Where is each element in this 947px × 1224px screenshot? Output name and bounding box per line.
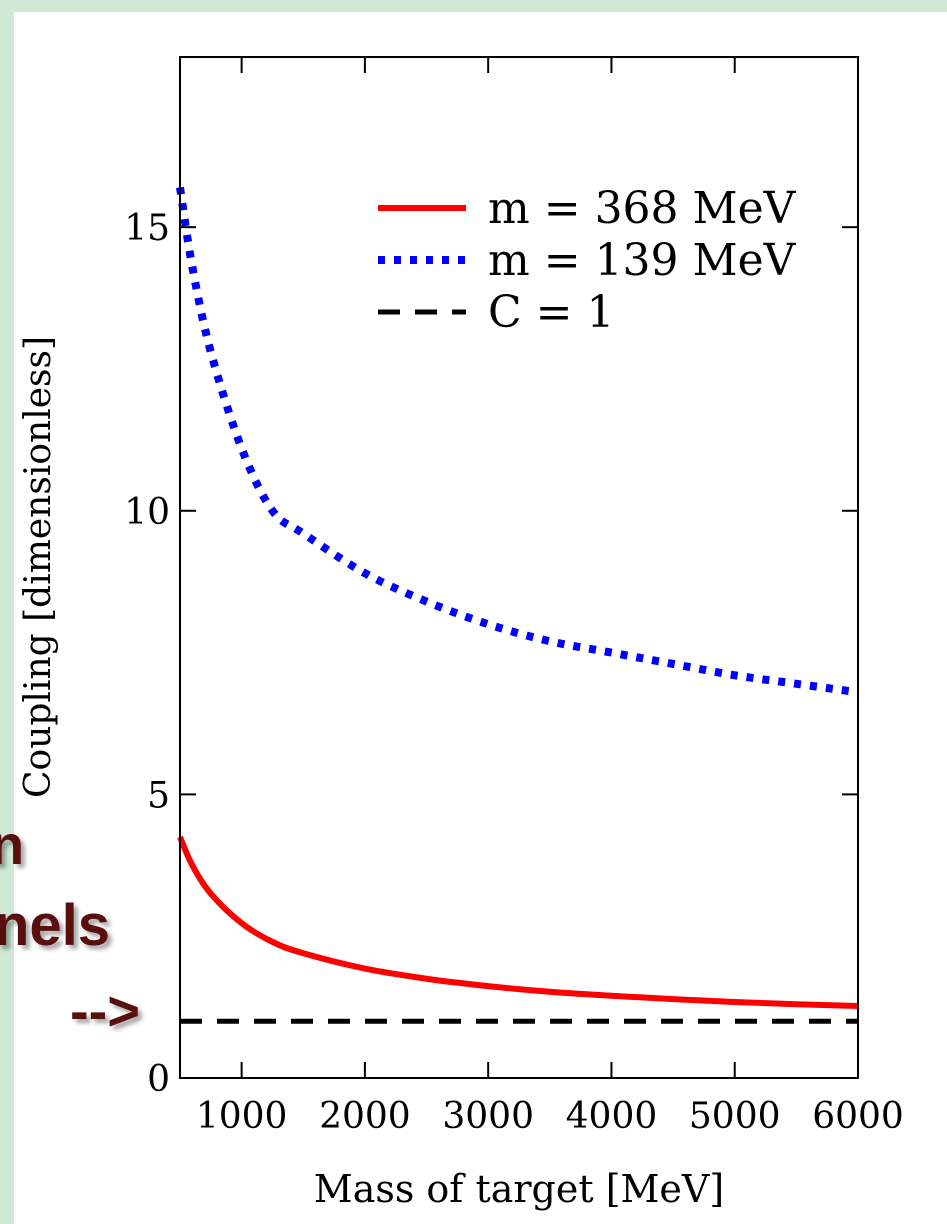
legend-label-1: m = 139 MeV (488, 235, 797, 286)
series-line-1 (176, 186, 859, 697)
x-tick-label-5: 6000 (812, 1096, 904, 1137)
x-tick-label-0: 1000 (196, 1096, 288, 1137)
y-tick-label-2: 10 (124, 492, 170, 533)
y-tick-label-0: 0 (147, 1059, 170, 1100)
x-tick-label-2: 3000 (442, 1096, 534, 1137)
legend-label-0: m = 368 MeV (488, 183, 797, 234)
x-tick-label-1: 2000 (319, 1096, 411, 1137)
slide-background-strip-top (0, 0, 947, 12)
slide-text-fragment-3: --> (70, 979, 140, 1042)
plot-frame (179, 56, 859, 1079)
series-line-0 (177, 835, 859, 1009)
x-tick-label-3: 4000 (566, 1096, 658, 1137)
slide-text-fragment-2: nels (0, 893, 111, 958)
slide-background-strip-left (0, 0, 14, 1224)
y-tick-label-1: 5 (147, 775, 170, 816)
y-axis-label: Coupling [dimensionless] (18, 336, 59, 798)
slide-text-fragment-1: n (0, 813, 25, 876)
x-axis-label: Mass of target [MeV] (314, 1167, 724, 1211)
plot-frame-fill (180, 57, 858, 1078)
legend-label-2: C = 1 (488, 287, 615, 338)
x-tick-label-4: 5000 (689, 1096, 781, 1137)
y-tick-label-3: 15 (124, 208, 170, 249)
